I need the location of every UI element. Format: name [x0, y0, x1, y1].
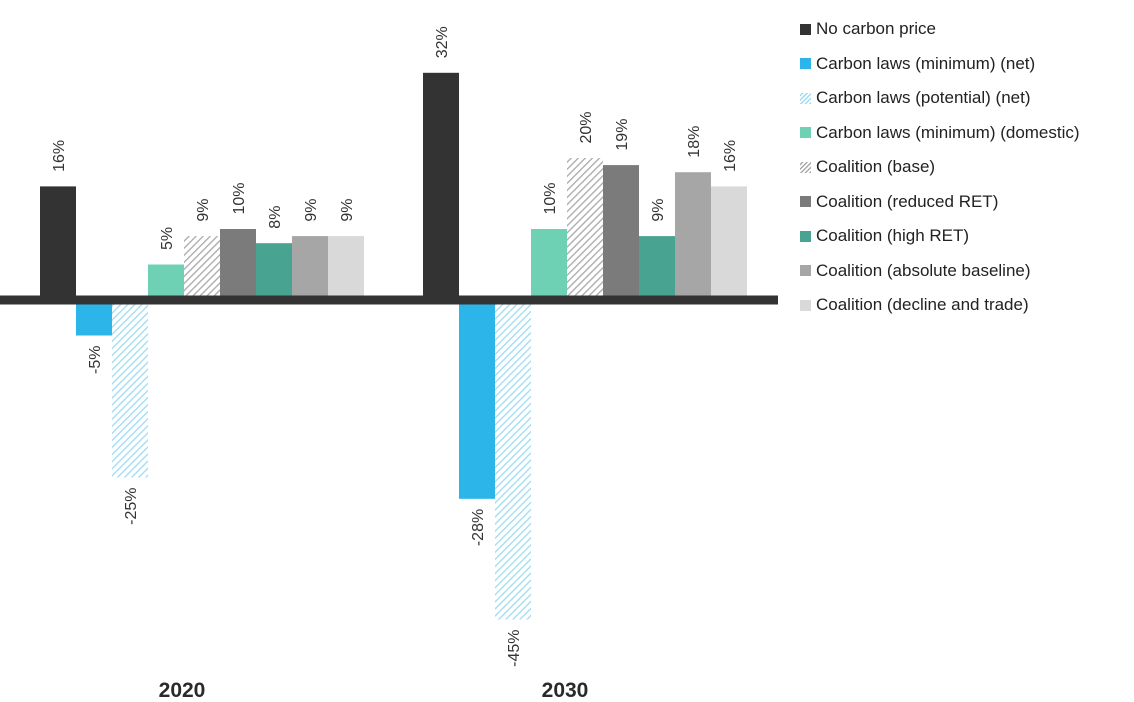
bar-2020-coalition-reduced-ret — [220, 229, 256, 300]
value-label-2030-coalition-reduced-ret: 19% — [614, 119, 631, 151]
category-label-2030: 2030 — [542, 679, 589, 702]
value-label-2030-coalition-base: 20% — [578, 111, 595, 143]
legend-item-coalition-high-ret: Coalition (high RET) — [800, 219, 1080, 254]
legend-item-coalition-decline-and-trade: Coalition (decline and trade) — [800, 288, 1080, 323]
value-label-2020-carbon-laws-minimum-domestic: 5% — [159, 227, 176, 250]
legend-swatch-no-carbon-price — [800, 23, 811, 35]
bar-2030-coalition-high-ret — [639, 236, 675, 300]
value-label-2030-coalition-high-ret: 9% — [650, 198, 667, 221]
value-labels-layer: 16% -5% -25% 5% 9% 10% 8% 9% 9% 32% -28% -45% 10% 20%… — [51, 26, 739, 667]
legend-item-carbon-laws-potential-net: Carbon laws (potential) (net) — [800, 81, 1080, 116]
legend-label: Coalition (high RET) — [816, 226, 970, 246]
legend-swatch-coalition-absolute-baseline — [800, 265, 811, 277]
bar-2030-carbon-laws-potential-net — [495, 300, 531, 620]
bar-2030-carbon-laws-minimum-net — [459, 300, 495, 499]
legend-swatch-carbon-laws-potential-net — [800, 92, 811, 104]
bar-2030-coalition-base — [567, 158, 603, 300]
legend-label: Carbon laws (potential) (net) — [816, 88, 1031, 108]
legend-swatch-coalition-high-ret — [800, 230, 811, 242]
legend-swatch-coalition-decline-and-trade — [800, 299, 811, 311]
value-label-2030-coalition-absolute-baseline: 18% — [686, 126, 703, 158]
legend-label: Coalition (reduced RET) — [816, 191, 999, 211]
legend-label: Carbon laws (minimum) (net) — [816, 53, 1036, 73]
legend-label: Carbon laws (minimum) (domestic) — [816, 122, 1080, 142]
legend-label: Coalition (absolute baseline) — [816, 260, 1031, 280]
value-label-2020-coalition-absolute-baseline: 9% — [303, 198, 320, 221]
value-label-2030-carbon-laws-minimum-domestic: 10% — [542, 182, 559, 214]
bar-2020-coalition-decline-and-trade — [328, 236, 364, 300]
value-label-2020-coalition-reduced-ret: 10% — [231, 182, 248, 214]
legend-swatch-carbon-laws-minimum-net — [800, 58, 811, 70]
bar-2030-coalition-reduced-ret — [603, 165, 639, 300]
category-labels-layer: 2020 2030 — [159, 679, 589, 702]
value-label-2020-no-carbon-price: 16% — [51, 140, 68, 172]
value-label-2020-carbon-laws-potential-net: -25% — [123, 488, 140, 525]
value-label-2020-coalition-high-ret: 8% — [267, 206, 284, 229]
legend-item-carbon-laws-minimum-net: Carbon laws (minimum) (net) — [800, 47, 1080, 82]
legend-item-coalition-reduced-ret: Coalition (reduced RET) — [800, 185, 1080, 220]
bar-2020-coalition-base — [184, 236, 220, 300]
value-label-2030-carbon-laws-potential-net: -45% — [506, 630, 523, 667]
value-label-2030-no-carbon-price: 32% — [434, 26, 451, 58]
category-label-2020: 2020 — [159, 679, 206, 702]
value-label-2020-coalition-decline-and-trade: 9% — [339, 198, 356, 221]
bar-2030-coalition-decline-and-trade — [711, 186, 747, 300]
value-label-2020-carbon-laws-minimum-net: -5% — [87, 346, 104, 374]
legend-swatch-coalition-reduced-ret — [800, 196, 811, 208]
bar-2030-carbon-laws-minimum-domestic — [531, 229, 567, 300]
legend: No carbon price Carbon laws (minimum) (ne… — [800, 12, 1080, 323]
value-label-2020-coalition-base: 9% — [195, 198, 212, 221]
legend-label: Coalition (base) — [816, 157, 936, 177]
legend-item-coalition-absolute-baseline: Coalition (absolute baseline) — [800, 254, 1080, 289]
legend-swatch-carbon-laws-minimum-domestic — [800, 127, 811, 139]
bar-2020-coalition-high-ret — [256, 243, 292, 300]
legend-swatch-coalition-base — [800, 161, 811, 173]
legend-item-no-carbon-price: No carbon price — [800, 12, 1080, 47]
bar-2020-carbon-laws-potential-net — [112, 300, 148, 478]
bar-2030-no-carbon-price — [423, 72, 459, 300]
legend-label: No carbon price — [816, 19, 937, 39]
legend-item-carbon-laws-minimum-domestic: Carbon laws (minimum) (domestic) — [800, 116, 1080, 151]
bar-2020-no-carbon-price — [40, 186, 76, 300]
bar-2020-carbon-laws-minimum-net — [76, 300, 112, 336]
chart: 16% -5% -25% 5% 9% 10% 8% 9% 9% 32% -28% -45% 10% 20%… — [0, 26, 778, 702]
bar-2030-coalition-absolute-baseline — [675, 172, 711, 300]
legend-item-coalition-base: Coalition (base) — [800, 150, 1080, 185]
value-label-2030-coalition-decline-and-trade: 16% — [722, 140, 739, 172]
bar-2020-carbon-laws-minimum-domestic — [148, 264, 184, 300]
legend-label: Coalition (decline and trade) — [816, 295, 1029, 315]
bars-layer — [40, 72, 747, 620]
value-label-2030-carbon-laws-minimum-net: -28% — [470, 509, 487, 546]
bar-2020-coalition-absolute-baseline — [292, 236, 328, 300]
